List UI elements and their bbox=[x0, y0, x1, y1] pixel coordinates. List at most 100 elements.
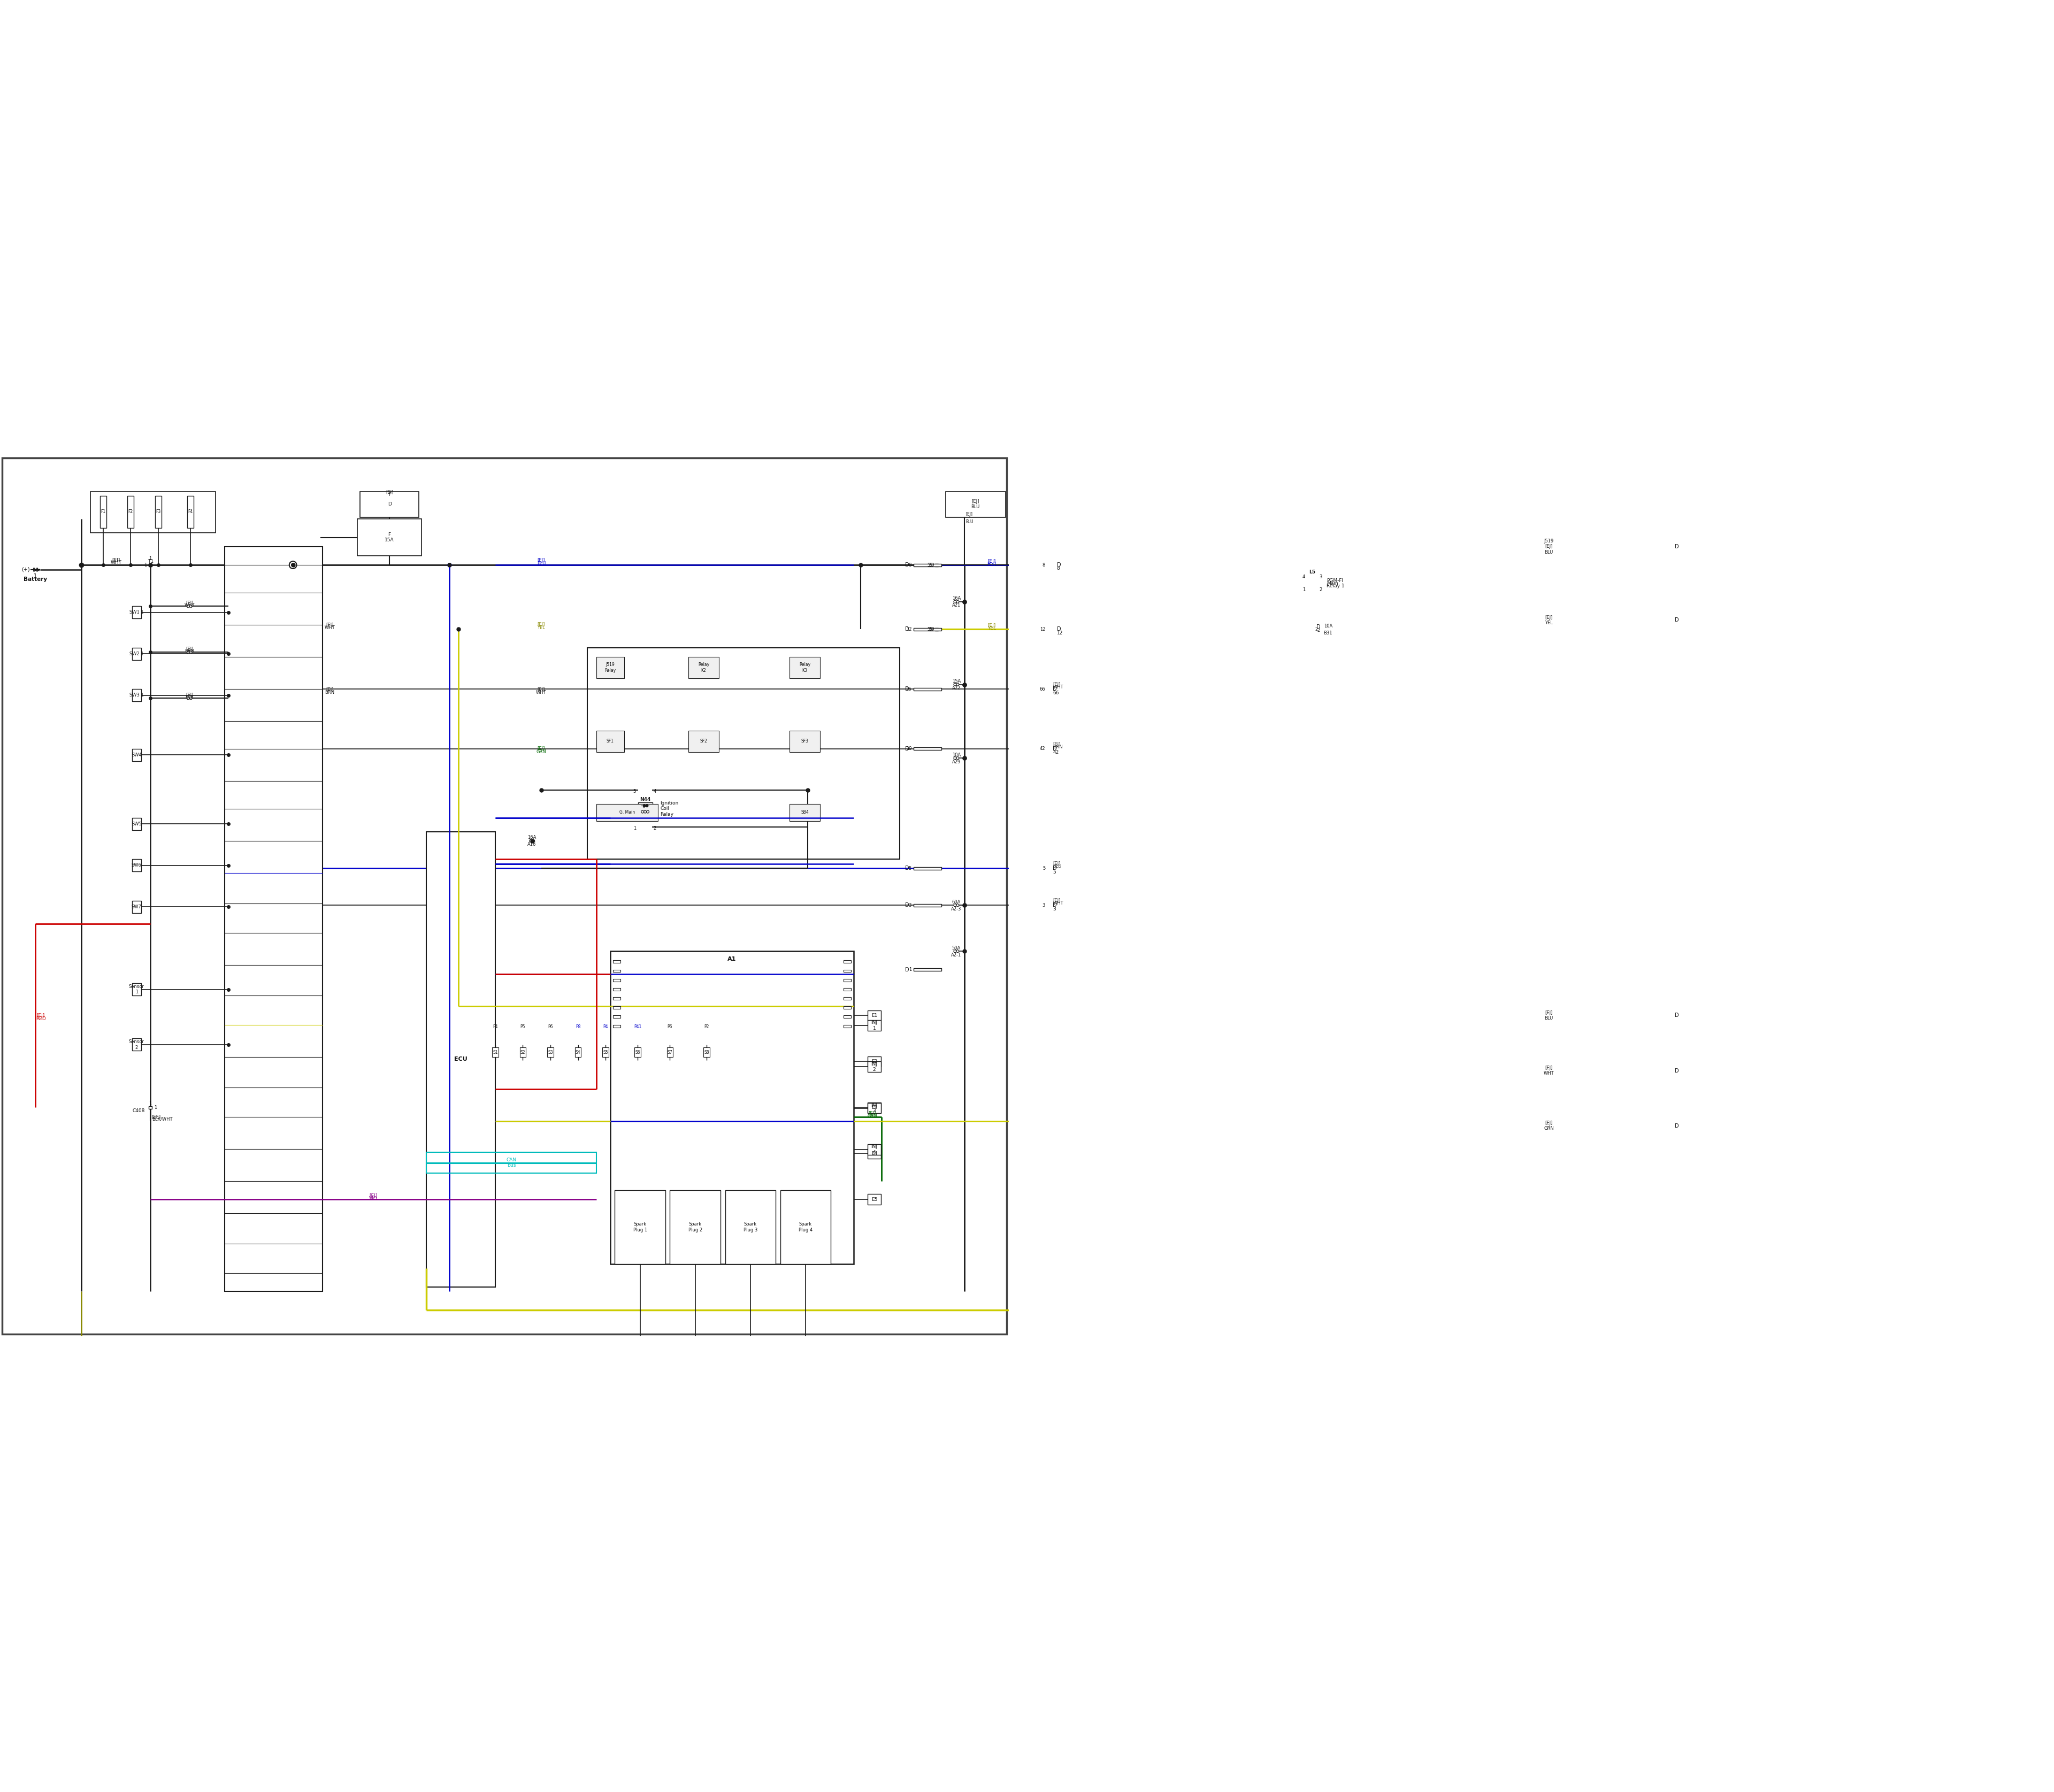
Text: YEL: YEL bbox=[988, 625, 996, 631]
Text: SW5: SW5 bbox=[131, 821, 142, 826]
Circle shape bbox=[187, 606, 189, 607]
Text: [EJ]: [EJ] bbox=[869, 1111, 877, 1116]
Text: [EJ]: [EJ] bbox=[538, 622, 544, 627]
Text: F1: F1 bbox=[101, 509, 105, 514]
Text: 15A: 15A bbox=[951, 679, 961, 685]
Bar bbox=[357, 520, 421, 556]
Text: D: D bbox=[1317, 624, 1321, 629]
Text: BRN: BRN bbox=[325, 690, 335, 695]
Text: [EI]: [EI] bbox=[185, 600, 193, 606]
Text: 59: 59 bbox=[928, 563, 935, 568]
Bar bbox=[187, 496, 193, 529]
Text: J519
[EJ]
BLU: J519 [EJ] BLU bbox=[1545, 539, 1553, 554]
Bar bbox=[1048, 688, 1050, 690]
Text: Spark
Plug 2: Spark Plug 2 bbox=[688, 1222, 702, 1233]
Bar bbox=[612, 1025, 620, 1027]
Text: E1: E1 bbox=[871, 1012, 877, 1018]
Text: WHT: WHT bbox=[111, 559, 121, 564]
Bar bbox=[639, 803, 653, 815]
Text: WHT: WHT bbox=[1054, 901, 1064, 905]
Bar bbox=[1048, 627, 1050, 631]
Text: D: D bbox=[1054, 686, 1058, 692]
Bar bbox=[131, 817, 142, 830]
Bar bbox=[1538, 1063, 1559, 1079]
Bar bbox=[867, 1061, 881, 1072]
Circle shape bbox=[1329, 627, 1331, 631]
Bar bbox=[844, 978, 850, 982]
Bar bbox=[131, 984, 142, 996]
Bar bbox=[587, 647, 900, 858]
Circle shape bbox=[953, 903, 957, 907]
Text: [EJ]: [EJ] bbox=[538, 557, 544, 563]
Bar bbox=[596, 731, 624, 753]
Text: 16A: 16A bbox=[528, 835, 536, 840]
Bar bbox=[427, 831, 495, 1287]
Text: E4: E4 bbox=[871, 1150, 877, 1156]
Text: 4: 4 bbox=[1302, 575, 1304, 579]
Text: E3: E3 bbox=[871, 1106, 877, 1109]
Text: [EI]: [EI] bbox=[185, 692, 193, 697]
Text: D: D bbox=[1674, 618, 1678, 624]
Text: [EJ]
WHT: [EJ] WHT bbox=[1543, 1066, 1555, 1075]
Text: 1: 1 bbox=[144, 563, 146, 568]
Text: [EJ]: [EJ] bbox=[370, 1193, 378, 1199]
Bar bbox=[612, 987, 620, 991]
Bar bbox=[725, 1190, 776, 1263]
Text: BLU: BLU bbox=[965, 520, 974, 523]
Bar bbox=[935, 627, 939, 631]
Circle shape bbox=[953, 756, 957, 760]
Text: 3: 3 bbox=[633, 788, 637, 794]
Text: C408: C408 bbox=[134, 1107, 146, 1113]
Circle shape bbox=[290, 561, 296, 568]
Text: S6: S6 bbox=[635, 1050, 641, 1055]
Bar bbox=[688, 731, 719, 753]
Text: P6: P6 bbox=[548, 1025, 553, 1029]
Bar bbox=[612, 969, 620, 973]
Bar bbox=[688, 658, 719, 679]
Bar bbox=[945, 491, 1006, 518]
Bar bbox=[914, 968, 941, 971]
Text: INJ
2: INJ 2 bbox=[871, 1061, 877, 1072]
Text: 12: 12 bbox=[906, 627, 912, 633]
Text: J519
Relay: J519 Relay bbox=[604, 663, 616, 672]
Circle shape bbox=[957, 903, 959, 907]
Text: Sensor
2: Sensor 2 bbox=[129, 1039, 144, 1050]
Text: 1: 1 bbox=[154, 1106, 156, 1109]
Bar bbox=[1682, 618, 1686, 622]
Bar bbox=[1048, 867, 1050, 869]
Bar bbox=[914, 564, 941, 566]
Bar bbox=[427, 1152, 596, 1174]
Text: Spark
Plug 3: Spark Plug 3 bbox=[744, 1222, 758, 1233]
Circle shape bbox=[953, 950, 957, 953]
Text: D: D bbox=[1674, 1124, 1678, 1129]
Text: INJ
3: INJ 3 bbox=[871, 1102, 877, 1113]
Text: 2: 2 bbox=[1317, 629, 1321, 633]
Text: S8: S8 bbox=[705, 1050, 709, 1055]
Text: 3: 3 bbox=[1041, 903, 1045, 907]
Text: SW4: SW4 bbox=[131, 753, 142, 758]
Text: A16: A16 bbox=[528, 842, 536, 848]
Text: [EJ]: [EJ] bbox=[37, 1012, 45, 1018]
Text: A21: A21 bbox=[951, 602, 961, 607]
Bar bbox=[1682, 1014, 1686, 1016]
Text: 2: 2 bbox=[1319, 588, 1323, 591]
Text: [EJ]: [EJ] bbox=[1054, 683, 1060, 686]
Bar bbox=[614, 1190, 665, 1263]
Text: D: D bbox=[1054, 903, 1058, 909]
Text: [EJ]
BLU: [EJ] BLU bbox=[972, 498, 980, 509]
Text: D: D bbox=[906, 686, 910, 692]
Bar bbox=[635, 1048, 641, 1057]
Bar bbox=[154, 496, 162, 529]
Text: A22: A22 bbox=[951, 686, 961, 690]
Text: Relay
K2: Relay K2 bbox=[698, 663, 709, 672]
Text: [EJ]: [EJ] bbox=[1054, 862, 1060, 866]
Bar bbox=[101, 496, 107, 529]
Bar bbox=[131, 858, 142, 871]
Text: [EI]: [EI] bbox=[327, 686, 333, 692]
Text: 12: 12 bbox=[1058, 631, 1062, 636]
Text: [EJ]
GRN: [EJ] GRN bbox=[1545, 1120, 1553, 1131]
Text: D: D bbox=[1054, 866, 1058, 871]
Text: [EJ]: [EJ] bbox=[538, 747, 544, 751]
Text: SB4: SB4 bbox=[801, 810, 809, 815]
Bar bbox=[612, 961, 620, 962]
